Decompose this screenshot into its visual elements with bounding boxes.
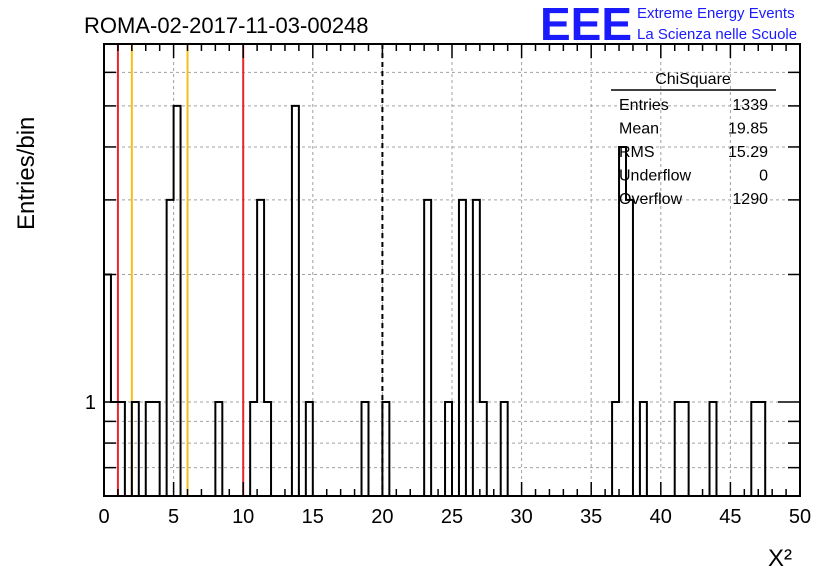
stats-label: Mean [619,121,659,138]
histogram-bar [264,402,271,496]
histogram-bar [751,402,758,496]
histogram-bar [758,402,765,496]
histogram-bar [174,106,181,496]
histogram-bar [612,402,619,496]
histogram-bar [382,402,389,496]
x-tick-label: 30 [510,506,532,528]
y-tick-label: 1 [85,392,96,414]
histogram-bars [104,106,765,496]
histogram-bar [167,200,174,496]
histogram-bar [257,200,264,496]
histogram-bar [104,274,111,496]
histogram-bar [459,200,466,496]
stats-value: 15.29 [728,144,768,161]
histogram-bar [619,147,626,496]
logo-line-2: La Scienza nelle Scuole [637,26,797,43]
histogram-bar [710,402,717,496]
x-tick-label: 45 [719,506,741,528]
x-axis-label: X² [768,545,792,572]
histogram-bar [640,402,647,496]
x-tick-labels: 0 5 10 15 20 25 30 35 40 45 50 [98,506,811,528]
histogram-bar [424,200,431,496]
histogram-bar [306,402,313,496]
stats-value: 1290 [732,191,768,208]
histogram-bar [215,402,222,496]
x-tick-label: 25 [441,506,463,528]
histogram-bar [292,106,299,496]
stats-label: Underflow [619,168,691,185]
logo-line-1: Extreme Energy Events [637,5,795,22]
y-tick-labels: 1 [85,392,96,414]
y-axis-label: Entries/bin [13,117,40,230]
x-tick-label: 0 [98,506,109,528]
x-tick-label: 40 [650,506,672,528]
eee-logo: EEE Extreme Energy Events La Scienza nel… [540,0,797,50]
x-tick-label: 50 [789,506,811,528]
stats-value: 0 [759,168,768,185]
plot-frame [103,43,801,497]
histogram-bar [480,402,487,496]
stats-label: Entries [619,97,669,114]
histogram-bar [445,402,452,496]
histogram-bar [501,402,508,496]
histogram-bar [473,200,480,496]
histogram-bar [132,402,139,496]
histogram-bar [362,402,369,496]
histogram-bar [626,200,633,496]
x-tick-label: 15 [302,506,324,528]
stats-box: ChiSquare Entries 1339 Mean 19.85 RMS 15.29 Un… [611,71,776,208]
histogram-bar [682,402,689,496]
histogram-bar [146,402,153,496]
x-tick-label: 5 [168,506,179,528]
x-tick-label: 35 [580,506,602,528]
chart-title: ROMA-02-2017-11-03-00248 [84,13,369,38]
x-tick-label: 10 [232,506,254,528]
stats-value: 1339 [732,97,768,114]
histogram-bar [118,402,125,496]
histogram-bar [250,402,257,496]
histogram-bar [675,402,682,496]
logo-mark: EEE [540,0,632,50]
stats-value: 19.85 [728,121,768,138]
stats-label: Overflow [619,191,683,208]
histogram-bar [153,402,160,496]
stats-label: RMS [619,144,655,161]
stats-title: ChiSquare [655,71,731,88]
histogram-bar [111,402,118,496]
x-tick-label: 20 [371,506,393,528]
